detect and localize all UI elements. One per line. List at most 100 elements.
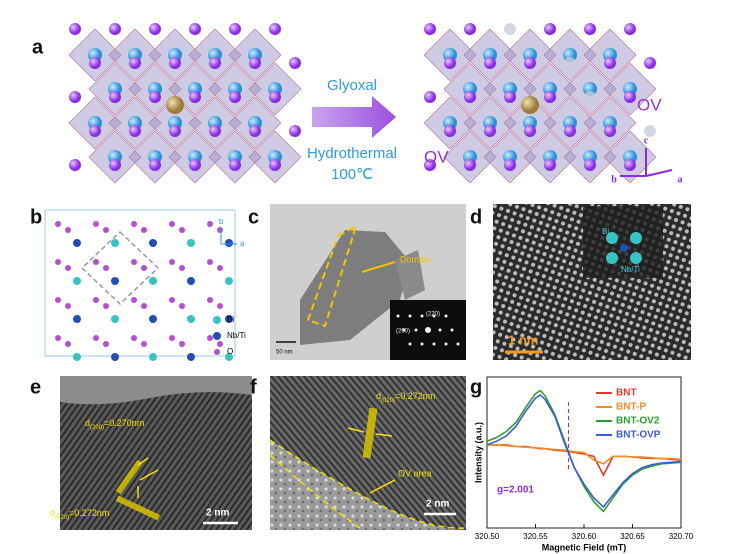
epr-chart: 320.50 320.55 320.60 320.65 320.70 Magnetic F… xyxy=(473,376,694,552)
o-atom xyxy=(65,303,71,309)
pointer-arrow xyxy=(139,469,159,481)
oxygen-atom xyxy=(149,23,161,35)
d-spacing: d(200)=0.270nm xyxy=(85,418,144,430)
atom-label: Bi xyxy=(602,227,609,236)
scale-bar-label: 2 nm xyxy=(426,499,449,510)
oxygen-vacancy xyxy=(584,91,596,103)
o-atom xyxy=(141,227,147,233)
axis-label: b xyxy=(219,217,224,226)
pointer-arrow xyxy=(361,261,396,273)
o-atom xyxy=(141,303,147,309)
nbti-atom xyxy=(149,315,157,323)
oxygen-atom xyxy=(229,159,241,171)
oxygen-atom xyxy=(604,57,616,69)
spot xyxy=(456,342,460,346)
o-atom xyxy=(131,221,137,227)
bi-atom xyxy=(630,252,642,264)
o-atom xyxy=(103,265,109,271)
legend-marker xyxy=(213,332,221,340)
nbti-atom xyxy=(225,239,233,247)
oxygen-atom xyxy=(289,125,301,137)
oxygen-atom xyxy=(109,23,121,35)
oxygen-vacancy xyxy=(504,23,516,35)
legend-marker xyxy=(214,349,220,355)
nbti-atom xyxy=(149,239,157,247)
oxygen-atom xyxy=(464,159,476,171)
oxygen-atom xyxy=(504,159,516,171)
bi-atom xyxy=(73,353,81,361)
oxygen-vacancy xyxy=(644,125,656,137)
o-atom xyxy=(93,335,99,341)
scale-bar-label: 50 nm xyxy=(276,350,293,356)
structure-frame xyxy=(44,209,236,357)
atom-overlay xyxy=(606,232,642,264)
o-atom xyxy=(55,335,61,341)
scale-bar-label: 1 nm xyxy=(508,332,538,347)
panel-label: c xyxy=(248,206,259,228)
o-atom xyxy=(131,335,137,341)
oxygen-atom xyxy=(444,125,456,137)
bi-atom xyxy=(187,239,195,247)
oxygen-atom xyxy=(584,159,596,171)
pointer-arrow xyxy=(347,427,365,433)
nbti-atom xyxy=(73,239,81,247)
unit-cell xyxy=(80,230,160,306)
d-spacing: d(020)=0.272nm xyxy=(50,508,109,520)
oxygen-atom xyxy=(189,159,201,171)
nbti-atom xyxy=(111,277,119,285)
domain-outline xyxy=(306,223,358,328)
oxygen-atom xyxy=(269,91,281,103)
o-atom xyxy=(179,303,185,309)
scale-bar-label: 2 nm xyxy=(206,508,229,519)
spot xyxy=(444,314,448,318)
o-atom xyxy=(217,303,223,309)
o-atom xyxy=(169,221,175,227)
oxygen-atom xyxy=(584,23,596,35)
oxygen-atom xyxy=(229,91,241,103)
ov-boundary xyxy=(269,439,467,529)
o-atom xyxy=(131,297,137,303)
nbti-atom xyxy=(111,353,119,361)
spot xyxy=(402,328,406,332)
o-atom xyxy=(65,265,71,271)
nbti-atom xyxy=(73,315,81,323)
o-atom xyxy=(207,297,213,303)
pointer-arrow xyxy=(137,457,149,466)
o-atom xyxy=(207,259,213,265)
reaction-arrow xyxy=(312,96,396,138)
oxygen-atom xyxy=(129,57,141,69)
oxygen-atom xyxy=(544,91,556,103)
spot xyxy=(414,328,418,332)
spot xyxy=(432,314,436,318)
o-atom xyxy=(179,265,185,271)
oxygen-atom xyxy=(169,125,181,137)
o-atom xyxy=(179,227,185,233)
o-atom xyxy=(131,259,137,265)
oxygen-atom xyxy=(524,125,536,137)
x-tick-label: 320.60 xyxy=(572,532,597,541)
oxygen-atom xyxy=(524,57,536,69)
legend-label: BNT xyxy=(616,388,637,399)
nbti-atom xyxy=(225,315,233,323)
oxygen-atom xyxy=(209,125,221,137)
o-atom xyxy=(103,227,109,233)
legend-label: BNT-OV2 xyxy=(616,416,660,427)
oxygen-atom xyxy=(109,91,121,103)
panel-label: a xyxy=(32,36,44,58)
pointer-arrow xyxy=(369,479,396,494)
bi-atom xyxy=(606,232,618,244)
o-atom xyxy=(93,259,99,265)
o-atom xyxy=(169,297,175,303)
oxygen-atom xyxy=(269,23,281,35)
oxygen-atom xyxy=(189,91,201,103)
o-atom xyxy=(207,335,213,341)
oxygen-atom xyxy=(424,23,436,35)
fringe-marker xyxy=(362,407,378,459)
spot xyxy=(425,327,431,333)
projection xyxy=(55,221,233,361)
o-atom xyxy=(141,341,147,347)
o-atom xyxy=(55,297,61,303)
oxygen-atom xyxy=(169,57,181,69)
nbti-atom xyxy=(620,244,628,252)
